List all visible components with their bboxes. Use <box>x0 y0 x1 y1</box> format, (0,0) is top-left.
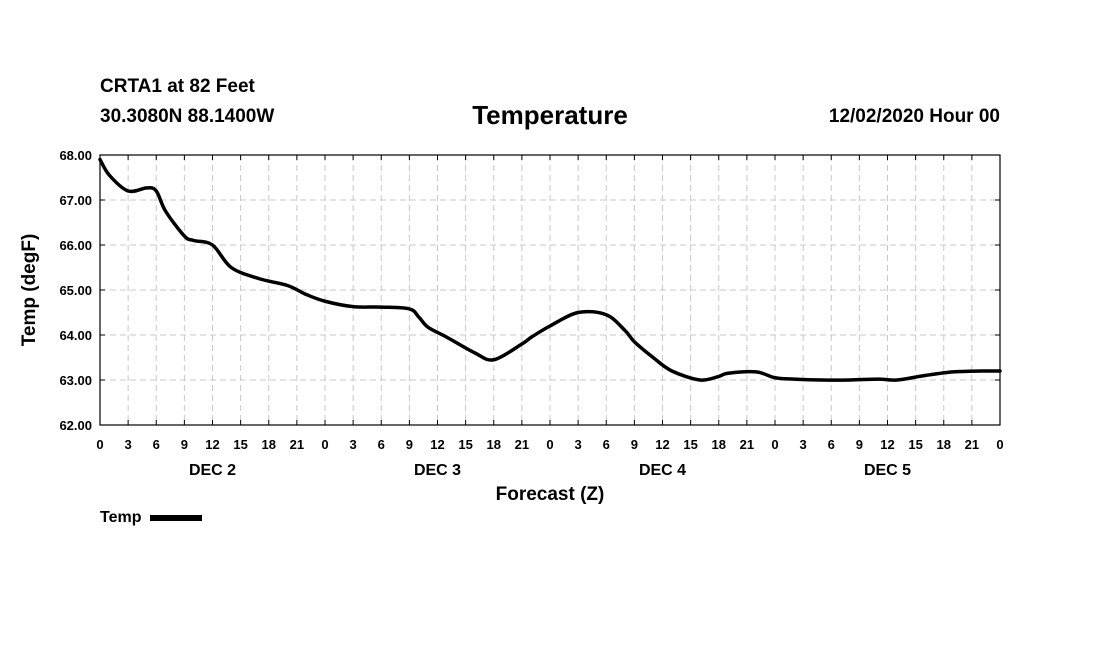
series-line-temp <box>98 157 1002 382</box>
series-layer <box>98 157 1002 382</box>
y-tick-label: 65.00 <box>59 283 92 298</box>
x-tick-label: 15 <box>458 437 472 452</box>
x-tick-label: 0 <box>321 437 328 452</box>
day-label: DEC 2 <box>189 462 236 479</box>
x-tick-label: 6 <box>828 437 835 452</box>
x-tick-label: 0 <box>771 437 778 452</box>
x-tick-label: 12 <box>655 437 669 452</box>
x-tick-label: 18 <box>487 437 501 452</box>
station-coordinates: 30.3080N 88.1400W <box>100 106 275 127</box>
x-tick-label: 3 <box>800 437 807 452</box>
x-tick-label: 9 <box>181 437 188 452</box>
x-tick-label: 6 <box>378 437 385 452</box>
grid-lines <box>100 155 1000 425</box>
y-tick-label: 68.00 <box>59 148 92 163</box>
day-label: DEC 5 <box>864 462 911 479</box>
x-tick-label: 9 <box>856 437 863 452</box>
x-tick-label: 0 <box>96 437 103 452</box>
x-tick-label: 9 <box>406 437 413 452</box>
x-tick-label: 18 <box>712 437 726 452</box>
station-name: CRTA1 at 82 Feet <box>100 76 255 97</box>
x-tick-label: 9 <box>631 437 638 452</box>
x-axis-title: Forecast (Z) <box>496 484 605 505</box>
axis-labels: 62.00 63.00 64.00 65.00 66.00 67.00 68.00 0 3 6 9 1… <box>19 148 1004 505</box>
y-tick-label: 66.00 <box>59 238 92 253</box>
x-tick-label: 0 <box>996 437 1003 452</box>
y-tick-label: 63.00 <box>59 373 92 388</box>
x-tick-label: 3 <box>350 437 357 452</box>
legend-label: Temp <box>100 509 142 526</box>
x-tick-label: 3 <box>575 437 582 452</box>
x-tick-label: 18 <box>937 437 951 452</box>
y-axis-title: Temp (degF) <box>19 234 40 347</box>
x-tick-label: 21 <box>965 437 979 452</box>
chart-title: Temperature <box>472 100 628 130</box>
x-tick-label: 12 <box>430 437 444 452</box>
x-tick-label: 12 <box>880 437 894 452</box>
x-tick-label: 3 <box>125 437 132 452</box>
x-tick-label: 0 <box>546 437 553 452</box>
x-tick-label: 15 <box>908 437 922 452</box>
day-label: DEC 3 <box>414 462 461 479</box>
forecast-datetime: 12/02/2020 Hour 00 <box>828 106 1000 127</box>
x-tick-label: 21 <box>515 437 529 452</box>
x-tick-label: 6 <box>153 437 160 452</box>
x-tick-label: 12 <box>205 437 219 452</box>
x-tick-label: 15 <box>233 437 247 452</box>
legend: Temp <box>100 509 203 527</box>
axis-ticks <box>99 154 1001 426</box>
x-tick-label: 18 <box>262 437 276 452</box>
y-tick-label: 62.00 <box>59 418 92 433</box>
legend-line-swatch <box>150 515 203 521</box>
y-tick-label: 64.00 <box>59 328 92 343</box>
x-tick-label: 6 <box>603 437 610 452</box>
y-tick-label: 67.00 <box>59 193 92 208</box>
x-tick-label: 21 <box>740 437 754 452</box>
x-tick-label: 21 <box>290 437 304 452</box>
day-label: DEC 4 <box>639 462 686 479</box>
x-tick-label: 15 <box>683 437 697 452</box>
